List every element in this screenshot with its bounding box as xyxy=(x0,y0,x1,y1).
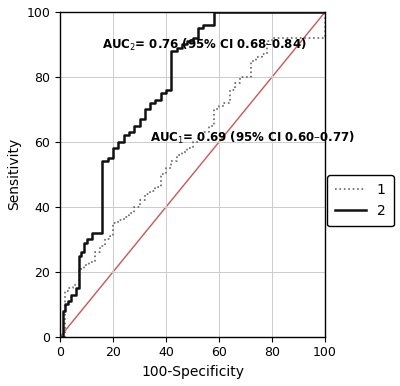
Y-axis label: Sensitivity: Sensitivity xyxy=(7,138,21,210)
X-axis label: 100-Specificity: 100-Specificity xyxy=(141,365,244,379)
Text: AUC$_2$= 0.76 (95% CI 0.68–0.84): AUC$_2$= 0.76 (95% CI 0.68–0.84) xyxy=(102,37,307,53)
Text: AUC$_1$= 0.69 (95% CI 0.60–0.77): AUC$_1$= 0.69 (95% CI 0.60–0.77) xyxy=(150,130,355,146)
Legend: 1, 2: 1, 2 xyxy=(327,175,394,227)
